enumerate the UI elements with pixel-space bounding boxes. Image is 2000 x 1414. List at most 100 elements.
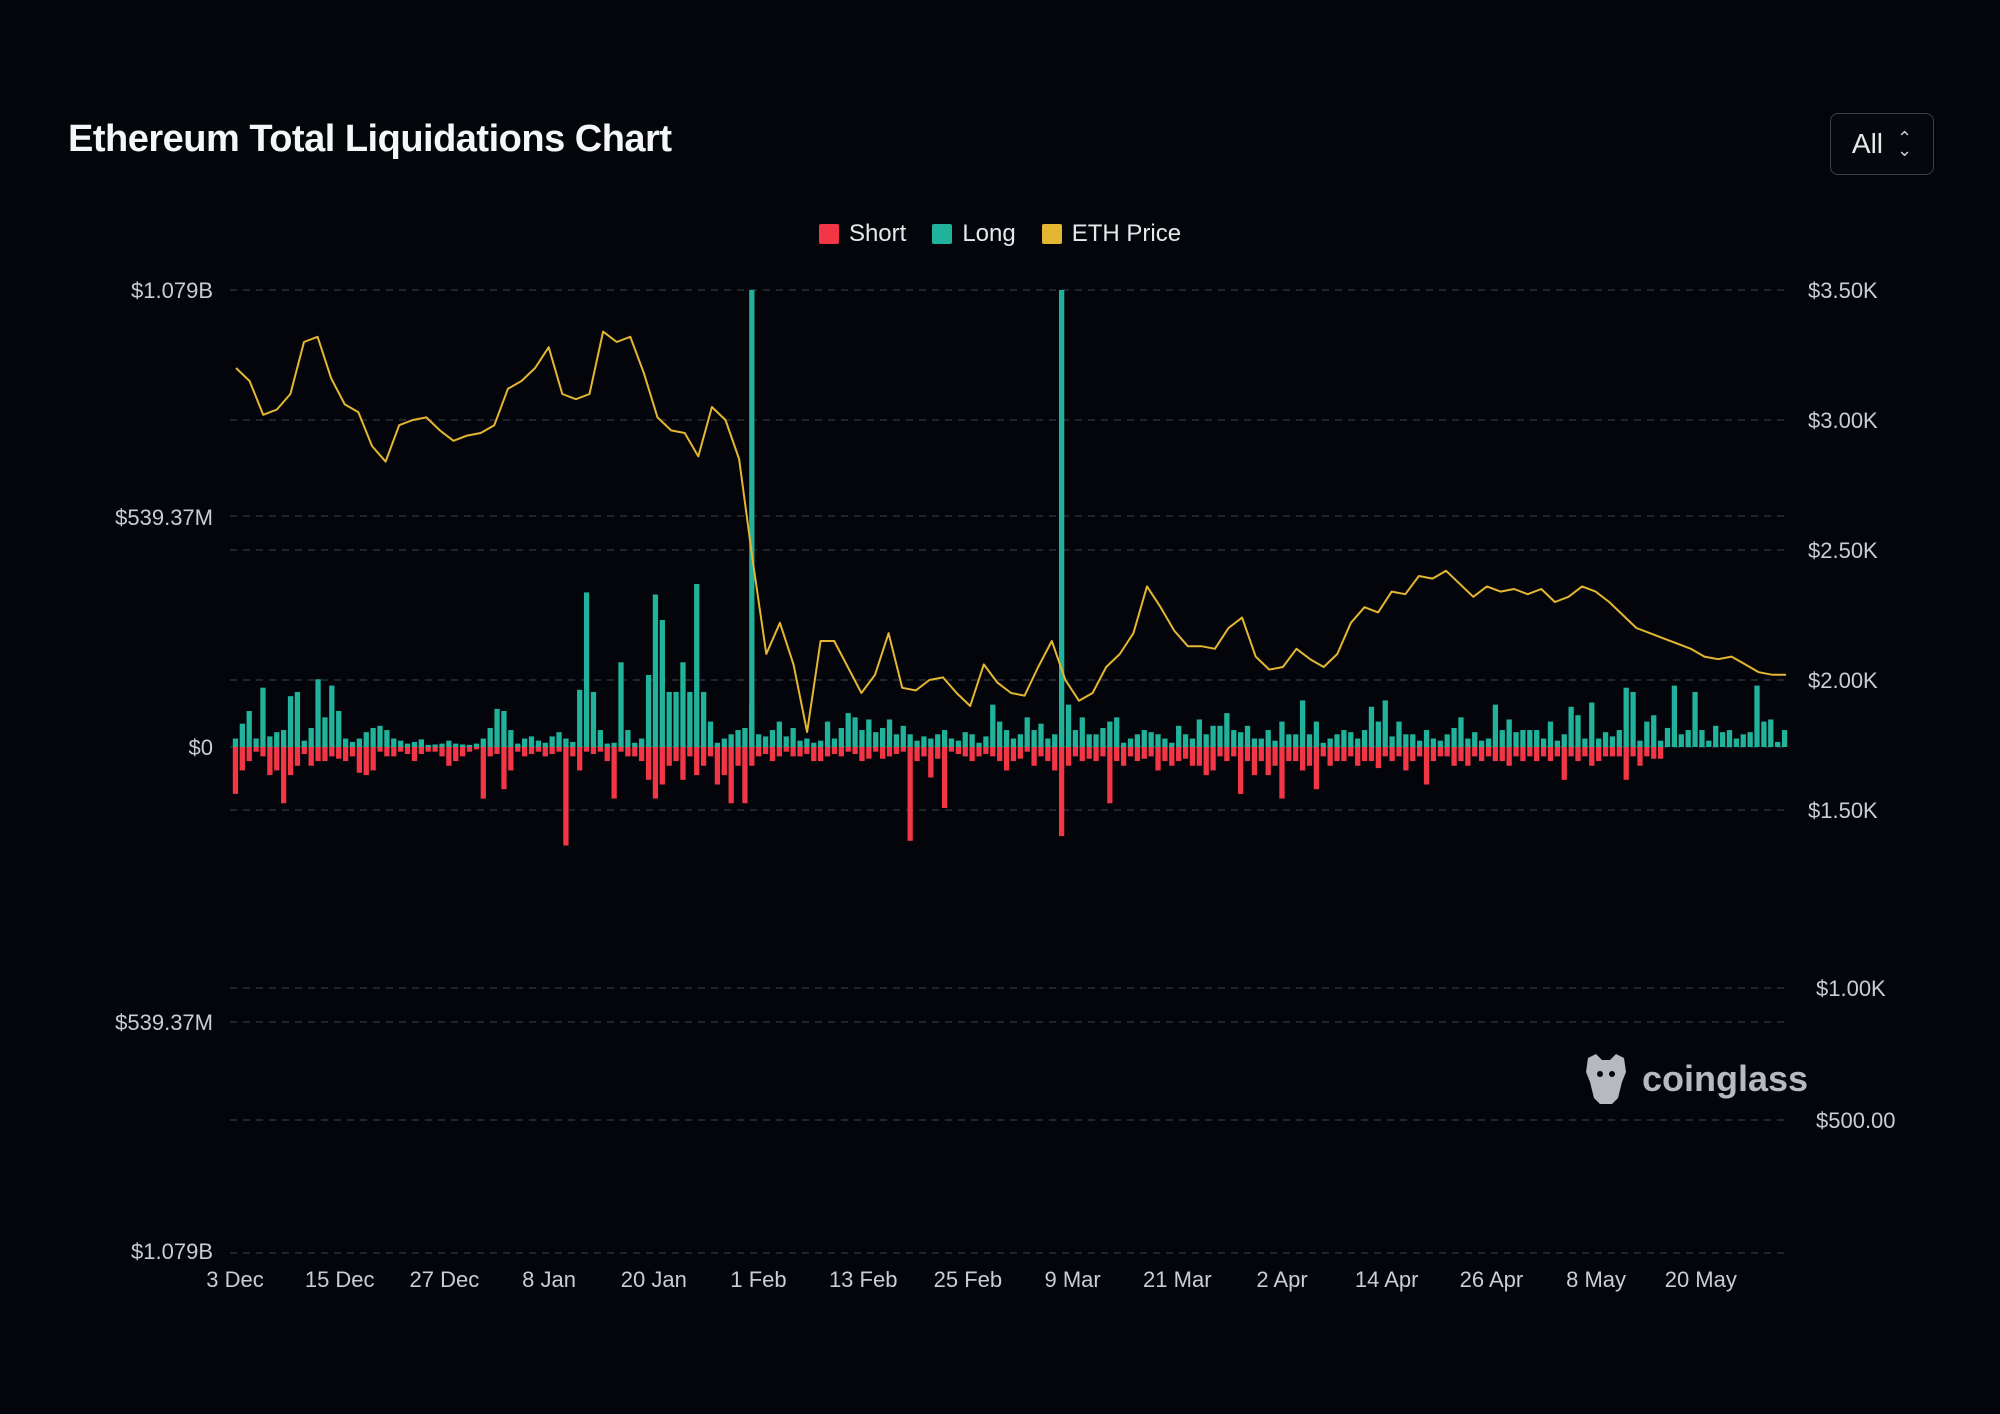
long-bar[interactable] — [797, 740, 803, 747]
short-bar[interactable] — [1623, 747, 1629, 780]
short-bar[interactable] — [742, 747, 748, 804]
short-bar[interactable] — [1348, 747, 1354, 757]
short-bar[interactable] — [990, 747, 996, 757]
short-bar[interactable] — [1203, 747, 1209, 776]
long-bar[interactable] — [948, 738, 955, 747]
short-bar[interactable] — [1334, 747, 1340, 762]
long-bar[interactable] — [521, 738, 528, 747]
long-bar[interactable] — [1540, 738, 1547, 747]
long-bar[interactable] — [604, 743, 610, 747]
short-bar[interactable] — [315, 747, 321, 762]
short-bar[interactable] — [852, 747, 858, 755]
short-bar[interactable] — [1086, 747, 1092, 759]
long-bar[interactable] — [1176, 725, 1182, 747]
eth-price-line[interactable] — [235, 330, 1786, 733]
short-bar[interactable] — [487, 747, 493, 757]
long-bar[interactable] — [501, 710, 507, 747]
short-bar[interactable] — [818, 747, 824, 762]
short-bar[interactable] — [955, 747, 962, 755]
long-bar[interactable] — [1630, 691, 1636, 747]
long-bar[interactable] — [941, 730, 948, 747]
short-bar[interactable] — [1361, 747, 1368, 762]
long-bar[interactable] — [1286, 734, 1292, 747]
long-bar[interactable] — [1719, 732, 1726, 747]
long-bar[interactable] — [776, 721, 782, 747]
short-bar[interactable] — [1465, 747, 1471, 766]
long-bar[interactable] — [700, 691, 707, 747]
long-bar[interactable] — [453, 743, 459, 747]
short-bar[interactable] — [1120, 747, 1127, 766]
long-bar[interactable] — [1644, 721, 1650, 747]
short-bar[interactable] — [1134, 747, 1141, 762]
long-bar[interactable] — [301, 740, 307, 747]
long-bar[interactable] — [1093, 734, 1099, 747]
short-bar[interactable] — [1306, 747, 1313, 766]
short-bar[interactable] — [1472, 747, 1478, 757]
long-bar[interactable] — [232, 738, 239, 747]
short-bar[interactable] — [866, 747, 872, 759]
long-bar[interactable] — [1389, 736, 1395, 747]
short-bar[interactable] — [1458, 747, 1464, 762]
long-bar[interactable] — [439, 743, 445, 747]
long-bar[interactable] — [294, 691, 301, 747]
long-bar[interactable] — [742, 727, 748, 747]
long-bar[interactable] — [1182, 734, 1189, 747]
short-bar[interactable] — [811, 747, 817, 762]
short-bar[interactable] — [1052, 747, 1058, 771]
short-bar[interactable] — [1478, 747, 1485, 762]
long-bar[interactable] — [707, 721, 714, 747]
short-bar[interactable] — [652, 747, 659, 799]
long-bar[interactable] — [1492, 704, 1499, 747]
short-bar[interactable] — [1451, 747, 1457, 766]
short-bar[interactable] — [528, 747, 535, 755]
short-bar[interactable] — [831, 747, 838, 755]
long-bar[interactable] — [666, 691, 672, 747]
long-bar[interactable] — [1169, 742, 1175, 747]
short-bar[interactable] — [480, 747, 486, 799]
long-bar[interactable] — [590, 691, 597, 747]
short-bar[interactable] — [1534, 747, 1540, 762]
short-bar[interactable] — [1176, 747, 1182, 762]
long-bar[interactable] — [694, 583, 700, 747]
short-bar[interactable] — [1024, 747, 1030, 752]
long-bar[interactable] — [824, 721, 831, 747]
long-bar[interactable] — [1664, 727, 1671, 747]
long-bar[interactable] — [370, 727, 376, 747]
short-bar[interactable] — [1093, 747, 1099, 762]
long-bar[interactable] — [563, 738, 569, 747]
short-bar[interactable] — [941, 747, 948, 808]
short-bar[interactable] — [928, 747, 934, 778]
long-bar[interactable] — [1685, 730, 1691, 747]
long-bar[interactable] — [1554, 740, 1560, 747]
short-bar[interactable] — [1396, 747, 1402, 757]
short-bar[interactable] — [1375, 747, 1381, 769]
short-bar[interactable] — [542, 747, 548, 757]
short-bar[interactable] — [1238, 747, 1244, 794]
long-bar[interactable] — [1120, 742, 1127, 747]
short-bar[interactable] — [659, 747, 665, 785]
short-bar[interactable] — [1389, 747, 1395, 762]
long-bar[interactable] — [1740, 734, 1746, 747]
short-bar[interactable] — [790, 747, 796, 757]
short-bar[interactable] — [391, 747, 397, 757]
long-bar[interactable] — [1327, 738, 1333, 747]
short-bar[interactable] — [845, 747, 851, 752]
short-bar[interactable] — [515, 747, 521, 752]
long-bar[interactable] — [831, 738, 838, 747]
long-bar[interactable] — [1699, 730, 1705, 747]
long-bar[interactable] — [1134, 734, 1141, 747]
long-bar[interactable] — [1348, 732, 1354, 747]
long-bar[interactable] — [1031, 730, 1037, 747]
long-bar[interactable] — [879, 727, 886, 747]
long-bar[interactable] — [1747, 732, 1753, 747]
short-bar[interactable] — [1210, 747, 1216, 771]
long-bar[interactable] — [859, 730, 865, 747]
short-bar[interactable] — [976, 747, 982, 757]
short-bar[interactable] — [1410, 747, 1416, 762]
long-bar[interactable] — [983, 736, 989, 747]
short-bar[interactable] — [1286, 747, 1292, 762]
short-bar[interactable] — [673, 747, 679, 762]
short-bar[interactable] — [370, 747, 376, 771]
long-bar[interactable] — [246, 710, 252, 747]
